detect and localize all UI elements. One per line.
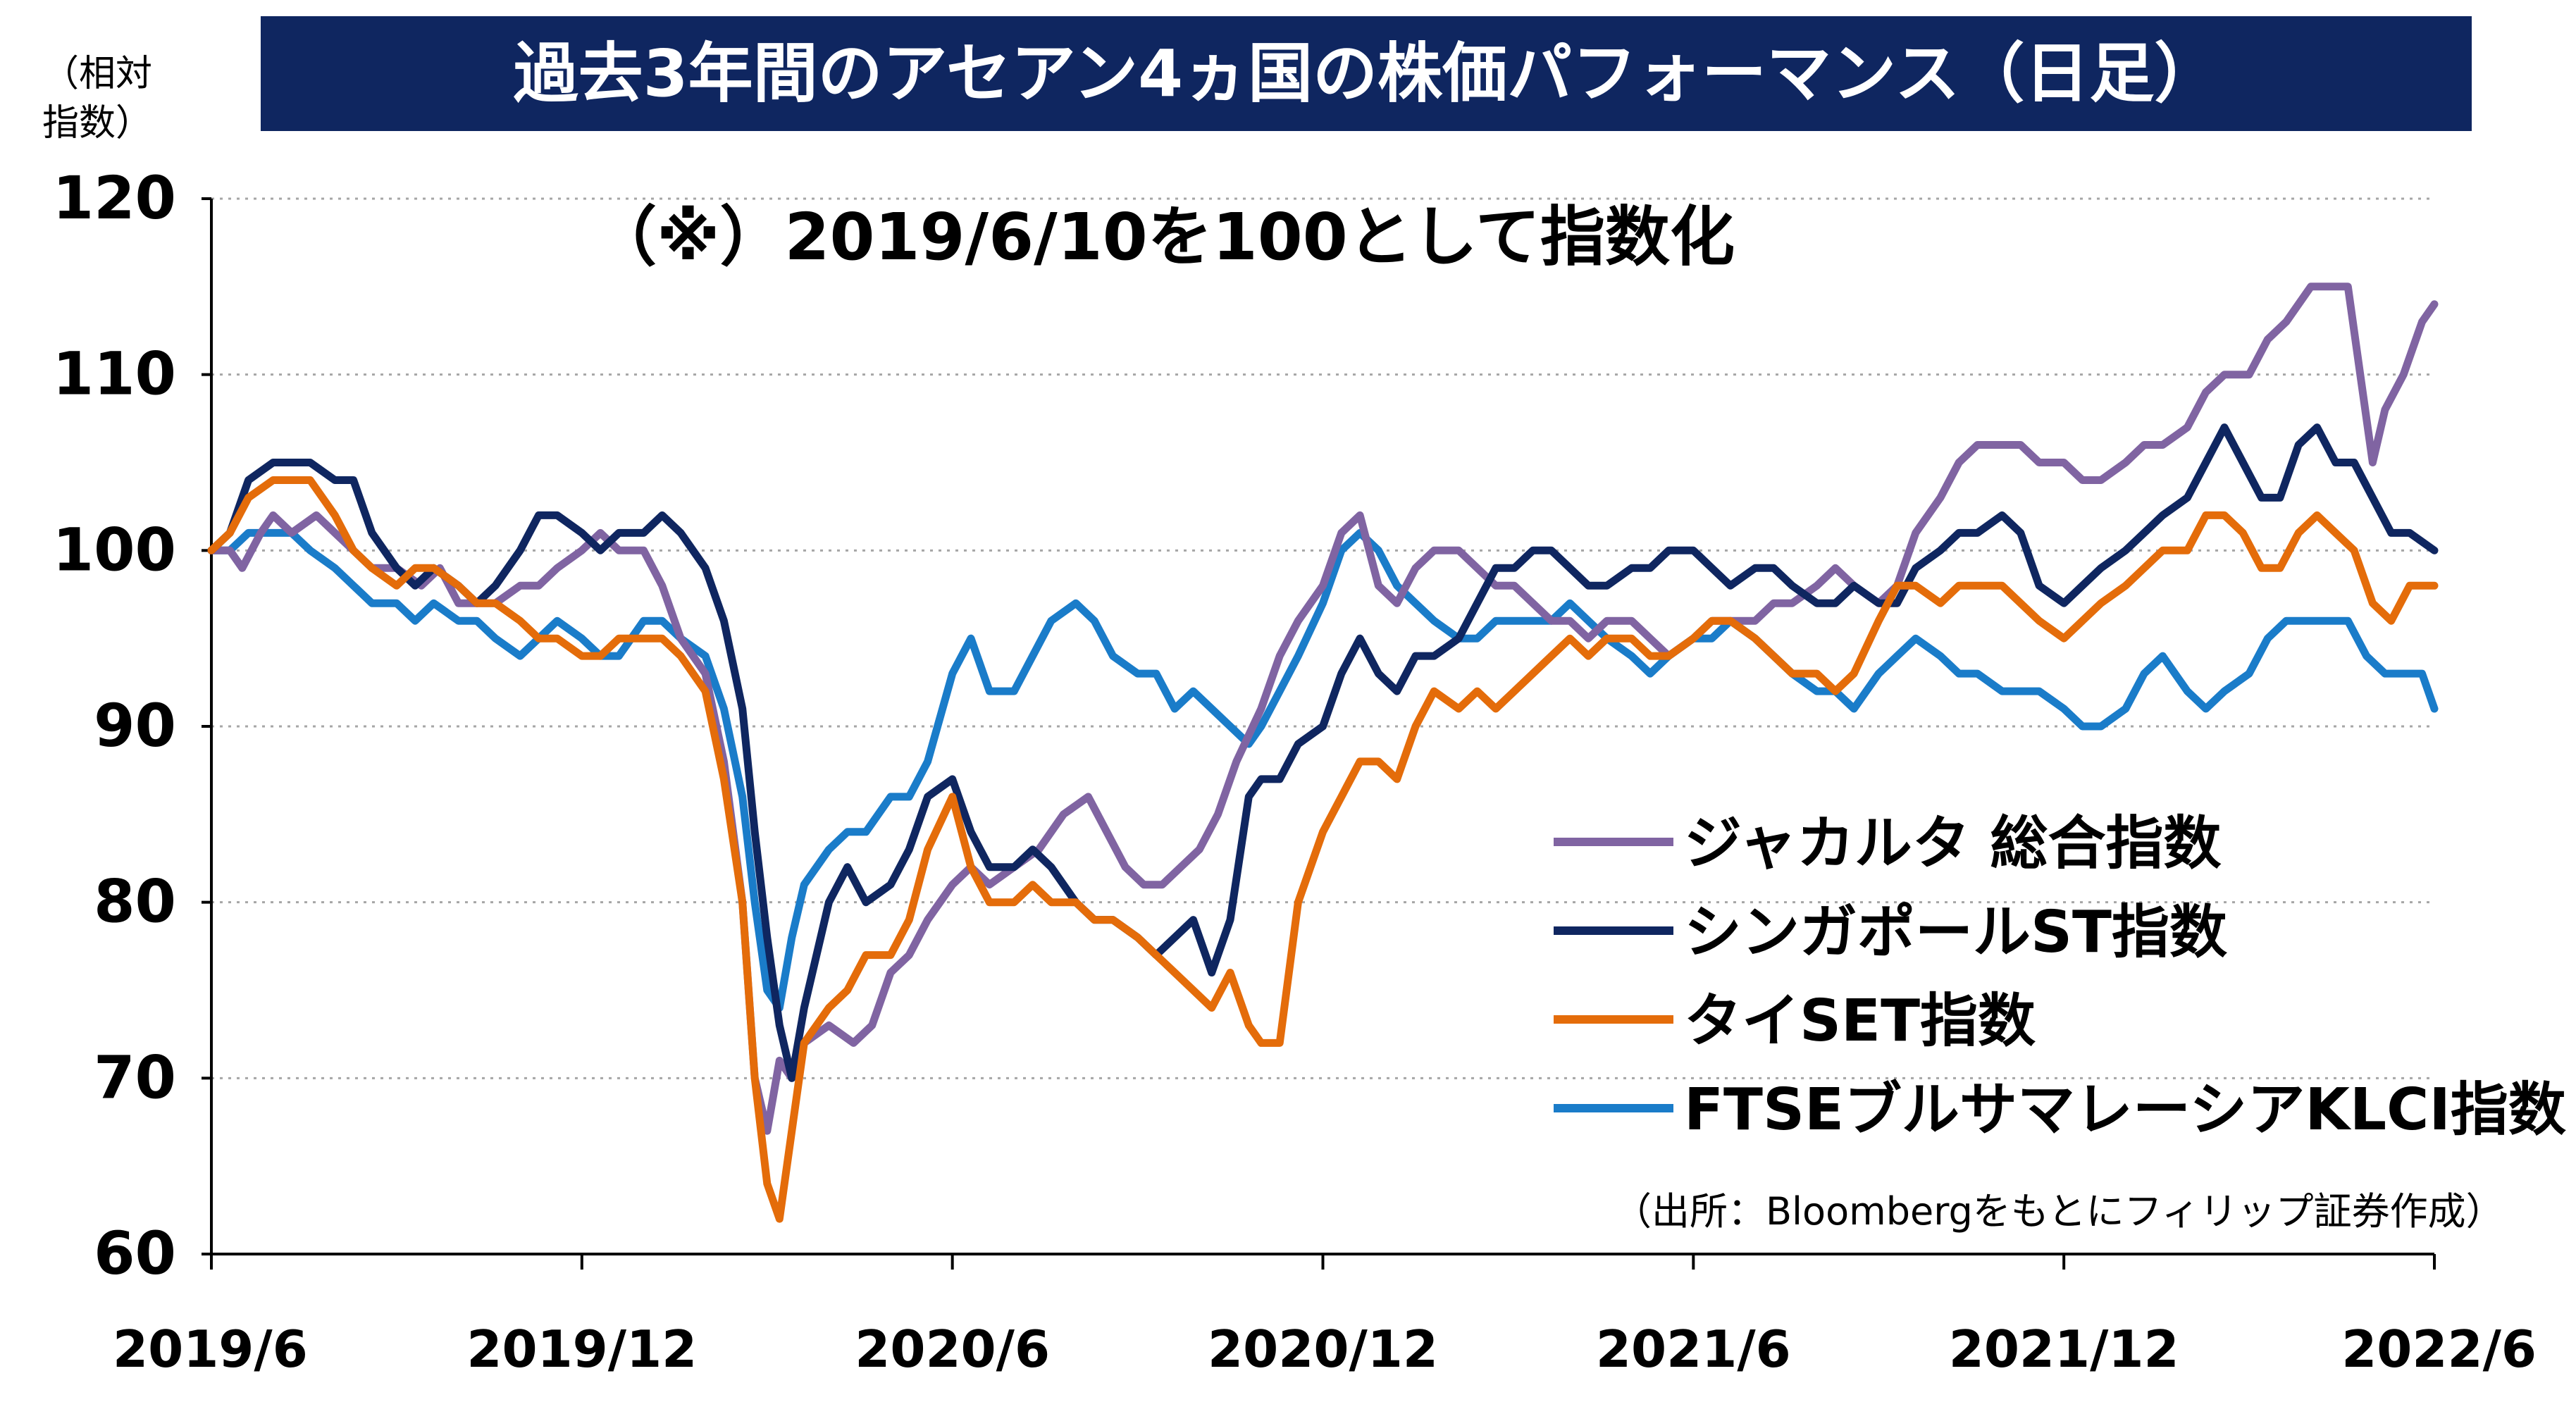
x-tick-label: 2019/12 bbox=[466, 1320, 697, 1379]
series-line-jakarta bbox=[207, 283, 2439, 1135]
y-tick-label: 90 bbox=[94, 691, 176, 760]
y-tick-label: 60 bbox=[94, 1219, 176, 1288]
legend-label-ftse_klci: FTSEブルサマレーシアKLCI指数 bbox=[1684, 1077, 2566, 1143]
y-tick-label: 80 bbox=[94, 867, 176, 936]
axes bbox=[202, 197, 2436, 1270]
series-line-singapore bbox=[207, 423, 2439, 1082]
legend-label-jakarta: ジャカルタ 総合指数 bbox=[1684, 810, 2221, 877]
series-lines bbox=[207, 283, 2439, 1223]
y-tick-label: 70 bbox=[94, 1043, 176, 1112]
y-tick-label: 100 bbox=[53, 515, 176, 584]
x-tick-label: 2020/12 bbox=[1208, 1320, 1438, 1379]
tick-labels: 60 70 80 90 100 110 120 2019/6 2019/12 2020/6 2020… bbox=[53, 163, 2537, 1379]
legend-label-singapore: シンガポールST指数 bbox=[1684, 899, 2227, 966]
title-banner bbox=[261, 16, 2472, 131]
x-tick-label: 2021/6 bbox=[1596, 1320, 1791, 1379]
series-line-thai bbox=[207, 476, 2439, 1223]
y-tick-label: 110 bbox=[53, 340, 176, 409]
legend-label-thai: タイSET指数 bbox=[1684, 988, 2036, 1055]
source-note: （出所：Bloombergをもとにフィリップ証券作成） bbox=[1614, 1189, 2504, 1234]
x-tick-label: 2022/6 bbox=[2341, 1320, 2537, 1379]
chart-title: 過去3年間のアセアン4ヵ国の株価パフォーマンス（日足） bbox=[513, 36, 2219, 111]
gridlines bbox=[211, 197, 2434, 1079]
x-tick-label: 2021/12 bbox=[1949, 1320, 2179, 1379]
x-tick-label: 2019/6 bbox=[113, 1320, 308, 1379]
y-axis-unit-label: （相対 指数） bbox=[42, 53, 153, 144]
index-base-note: （※）2019/6/10を100として指数化 bbox=[592, 199, 1735, 275]
y-tick-label: 120 bbox=[53, 163, 176, 232]
x-tick-label: 2020/6 bbox=[855, 1320, 1050, 1379]
